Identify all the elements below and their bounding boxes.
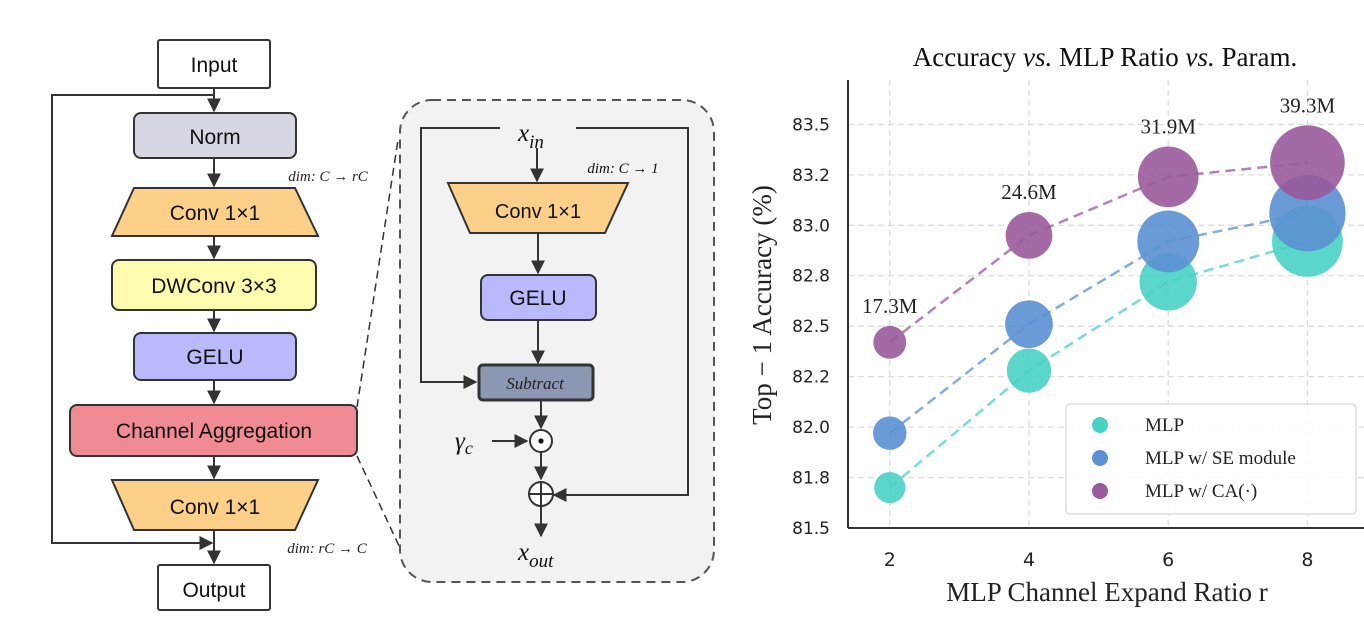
legend-marker [1092, 417, 1108, 433]
dwconv-label: DWConv 3×3 [151, 275, 276, 298]
legend: MLP MLP w/ SE module MLP w/ CA(·) [1065, 403, 1357, 515]
y-tick-label: 83.5 [792, 115, 830, 135]
y-tick-label: 82.5 [792, 317, 830, 337]
odot-icon [529, 429, 553, 453]
input-label: Input [191, 54, 238, 77]
series-line [888, 211, 1308, 435]
y-tick-label: 81.8 [792, 469, 830, 489]
param-label: 31.9M [1140, 115, 1196, 139]
output-box [157, 564, 271, 611]
param-label: 17.3M [862, 294, 918, 318]
ca-conv-label: Conv 1×1 [495, 201, 581, 223]
y-tick-label: 82.0 [792, 418, 830, 438]
conv-in-label: Conv 1×1 [170, 202, 260, 225]
zoom-guide-top [356, 139, 399, 408]
legend-marker [1092, 450, 1108, 466]
y-tick-label: 83.0 [792, 216, 830, 236]
legend-marker [1092, 483, 1108, 499]
gelu-label: GELU [186, 346, 243, 369]
bubble-point [873, 325, 907, 359]
x-tick-label: 8 [1301, 549, 1313, 571]
oplus-icon [528, 481, 554, 507]
series-line [888, 240, 1308, 489]
subtract-label: Subtract [506, 374, 565, 393]
zoom-guide-bottom [356, 455, 401, 549]
conv-out-label: Conv 1×1 [170, 496, 260, 519]
bubble-point [874, 472, 906, 504]
gamma-label: γc [455, 428, 473, 458]
bubble-point [1005, 212, 1053, 259]
block-diagram [51, 39, 401, 611]
bubble-point [1137, 210, 1200, 273]
conv-in-trapezoid [110, 187, 320, 237]
ca-label: Channel Aggregation [116, 420, 312, 443]
legend-label: MLP w/ CA(·) [1145, 481, 1257, 502]
x-tick-label: 6 [1162, 549, 1174, 571]
legend-label: MLP [1145, 415, 1184, 436]
bubble-point [1006, 348, 1052, 393]
param-label: 24.6M [1001, 180, 1057, 204]
x-in-label: xin [517, 120, 544, 153]
legend-label: MLP w/ SE module [1145, 448, 1296, 469]
bubble-point [872, 416, 907, 450]
skip-connection [51, 94, 214, 550]
y-tick-label: 82.8 [792, 267, 830, 287]
x-out-label: xout [517, 539, 554, 572]
ca-dim-label: dim: C → 1 [587, 161, 658, 177]
x-tick-label: 2 [884, 549, 896, 571]
bubble-point [1270, 125, 1345, 201]
ca-detail-panel [399, 99, 715, 583]
conv-out-trapezoid [110, 479, 320, 531]
output-label: Output [182, 579, 245, 602]
param-label: 39.3M [1280, 93, 1336, 117]
y-axis-label: Top − 1 Accuracy (%) [747, 185, 777, 425]
subtract-box [477, 363, 595, 402]
bubble-chart: Accuracy vs. MLP Ratio vs. Param. 17.3M 2… [747, 42, 1364, 607]
y-tick-label: 81.5 [792, 519, 830, 539]
bubble-point [1137, 146, 1199, 208]
ca-conv-trapezoid [446, 182, 630, 234]
norm-label: Norm [189, 126, 240, 149]
y-tick-label: 82.2 [792, 368, 830, 388]
chart-title: Accuracy vs. MLP Ratio vs. Param. [913, 42, 1297, 72]
series-line [889, 161, 1308, 344]
bubble-point [1005, 300, 1053, 349]
dim-in-label: dim: C → rC [288, 169, 369, 185]
dim-out-label: dim: rC → C [287, 541, 368, 557]
x-tick-label: 4 [1023, 549, 1035, 571]
x-axis-label: MLP Channel Expand Ratio r [946, 577, 1267, 607]
ca-gelu-label: GELU [509, 287, 566, 310]
y-tick-label: 83.2 [792, 166, 830, 186]
